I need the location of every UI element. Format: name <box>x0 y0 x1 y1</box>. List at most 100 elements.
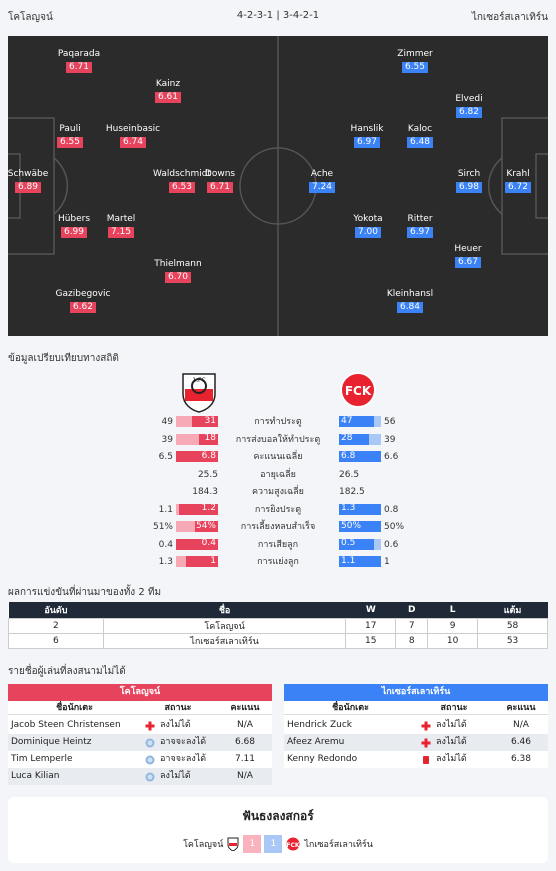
stat-away-value: 0.5 <box>341 538 356 548</box>
player-rating: 6.48 <box>406 137 434 148</box>
player-status: อาจจะลงได้ <box>138 751 218 768</box>
stat-away-value: 50% <box>341 520 362 531</box>
player-rating: N/A <box>513 720 529 730</box>
away-player[interactable]: Zimmer 6.55 <box>375 49 455 73</box>
player-name: Waldschmidt <box>153 169 211 179</box>
home-player[interactable]: Gazibegovic 6.62 <box>43 289 123 313</box>
prediction-row: โคโลญจน์ 1 1 FCK ไกเซอร์สเลาเทิร์น <box>8 835 548 853</box>
away-team-logo: FCK <box>339 371 377 413</box>
list-item[interactable]: Hendrick Zuck ลงไม่ได้ N/A <box>284 717 548 734</box>
player-rating: 6.97 <box>353 137 381 148</box>
stat-home-total: 49 <box>161 417 173 427</box>
table-row[interactable]: 6 ไกเซอร์สเลาเทิร์น 15 8 10 53 <box>8 632 548 649</box>
player-rating: 6.61 <box>154 92 182 103</box>
player-name: Kenny Redondo <box>287 754 358 764</box>
stat-home-total: 0.4 <box>158 539 173 550</box>
col-name: ชื่อ <box>103 602 346 618</box>
injury-cross-icon <box>421 721 431 731</box>
home-player[interactable]: Huseinbasic 6.74 <box>93 124 173 148</box>
stat-away-total: 1 <box>384 557 390 567</box>
stat-home-value: 54% <box>195 520 216 531</box>
player-rating: N/A <box>237 771 253 781</box>
stat-away-value: 1.1 <box>341 555 356 566</box>
stat-away-value: 6.8 <box>341 450 356 461</box>
away-player[interactable]: Elvedi 6.82 <box>429 94 509 118</box>
stat-away-total: 56 <box>384 417 396 427</box>
home-player[interactable]: Paqarada 6.71 <box>39 49 119 73</box>
stat-home-value: 0.4 <box>201 538 216 548</box>
list-item[interactable]: Tim Lemperle อาจจะลงได้ 7.11 <box>8 751 272 768</box>
pitch: Paqarada 6.71 Kainz 6.61 Pauli 6.55 Huseinbasi… <box>8 36 548 336</box>
player-rating: 6.53 <box>168 182 196 193</box>
player-name: Jacob Steen Christensen <box>11 720 121 730</box>
home-player[interactable]: Kainz 6.61 <box>128 79 208 103</box>
home-player[interactable]: Pauli 6.55 <box>30 124 110 148</box>
prediction-home-team: โคโลญจน์ <box>183 840 224 850</box>
col-l: L <box>427 602 478 618</box>
player-name: Kleinhansl <box>386 289 434 299</box>
away-player[interactable]: Ritter 6.97 <box>380 214 460 238</box>
away-player[interactable]: Yokota 7.00 <box>328 214 408 238</box>
home-player[interactable]: Martel 7.15 <box>81 214 161 238</box>
col-d: D <box>395 602 428 618</box>
table-cell: 10 <box>427 632 479 649</box>
player-name: Thielmann <box>154 259 202 269</box>
home-player[interactable]: Waldschmidt 6.53 <box>142 169 222 193</box>
table-cell: 53 <box>477 632 548 649</box>
status-text: อาจจะลงได้ <box>160 754 207 764</box>
doubtful-icon <box>145 772 155 782</box>
away-player[interactable]: Kaloc 6.48 <box>380 124 460 148</box>
table-cell: 6 <box>8 632 104 649</box>
player-rating: 6.71 <box>65 62 93 73</box>
header-status: สถานะ <box>164 702 192 713</box>
red-card-icon <box>421 755 431 765</box>
table-cell: 17 <box>345 617 397 634</box>
away-player[interactable]: Hanslik 6.97 <box>327 124 407 148</box>
away-player[interactable]: Ache 7.24 <box>282 169 362 193</box>
home-team-name: โคโลญจน์ <box>8 12 53 23</box>
stat-home-bar <box>198 433 218 445</box>
list-item[interactable]: Afeez Aremu ลงไม่ได้ 6.46 <box>284 734 548 751</box>
home-player[interactable]: Hübers 6.99 <box>34 214 114 238</box>
list-item[interactable]: Kenny Redondo ลงไม่ได้ 6.38 <box>284 751 548 768</box>
prediction-card: ฟันธงลงสกอร์ โคโลญจน์ 1 1 FCK ไกเซอร์สเล… <box>8 797 548 863</box>
table-cell: โคโลญจน์ <box>102 617 347 634</box>
away-player[interactable]: Kleinhansl 6.84 <box>370 289 450 313</box>
stat-label: อายุเฉลี่ย <box>260 469 296 480</box>
table-row[interactable]: 2 โคโลญจน์ 17 7 9 58 <box>8 617 548 634</box>
player-rating: 6.62 <box>69 302 97 313</box>
list-item[interactable]: Jacob Steen Christensen ลงไม่ได้ N/A <box>8 717 272 734</box>
player-status: ลงไม่ได้ <box>138 717 218 734</box>
stat-label: คะแนนเฉลี่ย <box>253 452 303 462</box>
home-player[interactable]: Thielmann 6.70 <box>138 259 218 283</box>
home-player[interactable]: Downs 6.71 <box>180 169 260 193</box>
stat-away-bar <box>339 556 381 567</box>
away-player[interactable]: Krahl 6.72 <box>478 169 548 193</box>
list-item[interactable]: Dominique Heintz อาจจะลงได้ 6.68 <box>8 734 272 751</box>
header-name: ชื่อนักเตะ <box>56 703 93 713</box>
stat-label: การส่งบอลให้ทำประตู <box>235 434 321 445</box>
player-rating: 7.24 <box>308 182 336 193</box>
away-unavailable-panel: ไกเซอร์สเลาเทิร์น ชื่อนักเตะ สถานะ คะแนน… <box>284 684 548 768</box>
svg-text:FCK: FCK <box>287 842 301 849</box>
away-unavailable-header: ชื่อนักเตะ สถานะ คะแนน <box>284 701 548 715</box>
list-item[interactable]: Luca Kilian ลงไม่ได้ N/A <box>8 768 272 785</box>
away-player[interactable]: Heuer 6.67 <box>428 244 508 268</box>
player-name: Kaloc <box>407 124 433 134</box>
away-player[interactable]: Sirch 6.98 <box>429 169 509 193</box>
player-rating: 6.98 <box>455 182 483 193</box>
player-rating: 6.72 <box>504 182 532 193</box>
status-text: ลงไม่ได้ <box>160 771 191 781</box>
stat-home-value: 184.3 <box>192 487 218 497</box>
player-name: Huseinbasic <box>105 124 161 134</box>
player-rating: 6.70 <box>164 272 192 283</box>
table-cell: 15 <box>345 632 397 649</box>
player-name: Dominique Heintz <box>11 737 92 747</box>
stat-label: การยิงประตู <box>254 504 302 515</box>
home-team-logo: 1.FC <box>180 371 218 413</box>
prediction-away-score: 1 <box>264 835 283 853</box>
player-name: Downs <box>204 169 236 179</box>
home-unavailable-header: ชื่อนักเตะ สถานะ คะแนน <box>8 701 272 715</box>
stat-label: การเลี้ยงหลบสำเร็จ <box>240 522 316 532</box>
home-player[interactable]: Schwäbe 6.89 <box>8 169 68 193</box>
